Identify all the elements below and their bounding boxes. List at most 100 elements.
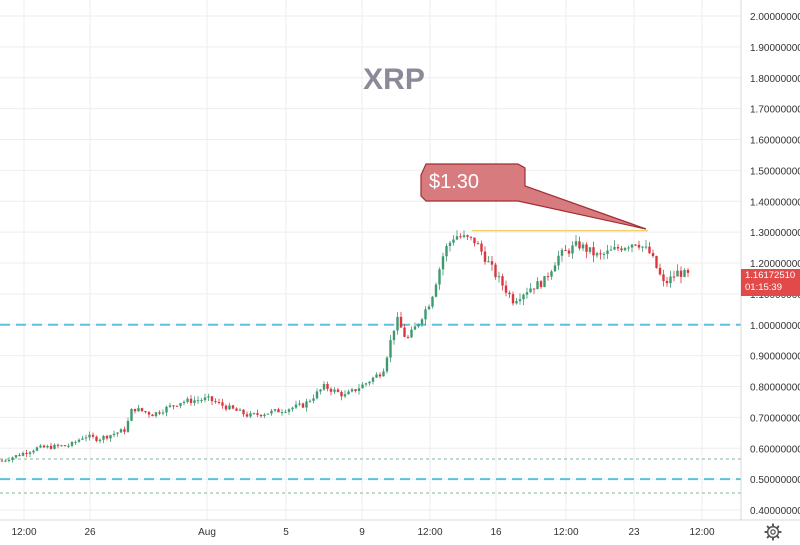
candle xyxy=(585,242,588,259)
candle xyxy=(434,282,438,298)
price-tick-label: 0.70000000 xyxy=(750,413,800,424)
candle xyxy=(557,250,560,271)
candle xyxy=(259,414,263,418)
candle xyxy=(368,380,371,386)
candle xyxy=(522,293,525,306)
candle xyxy=(567,248,571,258)
candle xyxy=(228,402,231,410)
time-tick-label: 9 xyxy=(359,527,365,538)
candle xyxy=(49,442,53,450)
candle xyxy=(91,432,95,439)
candle xyxy=(392,330,396,345)
candle xyxy=(480,240,483,256)
candle xyxy=(291,406,294,412)
candle xyxy=(56,443,60,449)
candle xyxy=(378,372,382,379)
candle xyxy=(256,409,259,418)
candle xyxy=(39,444,42,449)
candle xyxy=(637,240,641,250)
candle xyxy=(18,453,21,457)
candle xyxy=(518,293,522,305)
candle xyxy=(161,409,165,416)
price-axis[interactable]: 0.40000000 0.50000000 0.60000000 0.70000000… xyxy=(750,12,800,517)
candle xyxy=(130,408,133,422)
candle xyxy=(364,382,368,387)
candle xyxy=(466,234,469,241)
candle xyxy=(329,387,333,396)
candle xyxy=(140,407,144,413)
candle xyxy=(46,444,49,449)
candle xyxy=(676,264,679,277)
candle xyxy=(539,280,543,289)
candle xyxy=(389,335,392,363)
candle xyxy=(158,410,161,416)
candle xyxy=(305,398,308,412)
price-callout[interactable] xyxy=(420,163,647,230)
candle xyxy=(165,405,168,417)
candle xyxy=(564,245,567,251)
price-tick-label: 1.40000000 xyxy=(750,197,800,208)
candle xyxy=(172,405,175,410)
candle xyxy=(445,243,448,262)
candle xyxy=(231,404,235,410)
candle xyxy=(210,395,214,406)
time-tick-label: 12:00 xyxy=(553,527,578,538)
candle xyxy=(347,389,350,395)
candle xyxy=(441,252,445,276)
candle xyxy=(578,236,581,251)
candle xyxy=(67,443,70,449)
callout-label: $1.30 xyxy=(429,171,480,193)
candle xyxy=(35,446,39,452)
candle xyxy=(319,388,322,395)
candle xyxy=(245,411,249,418)
candle xyxy=(179,402,182,409)
candle xyxy=(550,269,553,280)
price-tick-label: 2.00000000 xyxy=(750,12,800,23)
time-axis[interactable]: 12:00 26 Aug 5 9 12:00 16 12:00 23 12:00 xyxy=(11,527,714,538)
candle xyxy=(249,410,252,419)
candle xyxy=(270,408,273,416)
candle xyxy=(98,438,102,444)
price-tick-label: 1.30000000 xyxy=(750,228,800,239)
candle xyxy=(634,244,637,247)
candle xyxy=(571,241,574,259)
candle xyxy=(336,387,340,393)
candle xyxy=(508,290,511,298)
candle xyxy=(606,244,609,260)
candle xyxy=(112,430,116,438)
candle xyxy=(235,407,238,411)
candle xyxy=(501,273,504,291)
candle xyxy=(81,435,84,441)
candle xyxy=(196,396,200,405)
candle xyxy=(504,280,508,297)
candle xyxy=(396,312,399,335)
candle xyxy=(151,413,154,417)
candle xyxy=(277,407,280,413)
time-tick-label: 26 xyxy=(84,527,96,538)
candle xyxy=(14,454,18,460)
candle xyxy=(669,270,672,288)
candle xyxy=(147,410,151,418)
candle xyxy=(60,444,63,447)
candle xyxy=(553,262,557,272)
candle xyxy=(662,269,665,287)
candle xyxy=(627,245,630,252)
gear-icon[interactable] xyxy=(764,523,782,541)
time-tick-label: 12:00 xyxy=(11,527,36,538)
candle xyxy=(214,398,217,404)
candle xyxy=(266,413,270,415)
candle xyxy=(11,456,14,463)
candle xyxy=(308,399,312,403)
candle xyxy=(382,368,385,377)
candle xyxy=(333,387,336,395)
candle xyxy=(175,405,179,407)
candle xyxy=(511,291,515,306)
candle xyxy=(651,249,655,258)
candle xyxy=(623,246,627,252)
candle xyxy=(473,237,476,247)
candle xyxy=(641,246,644,252)
candle xyxy=(438,267,441,290)
price-tick-label: 0.90000000 xyxy=(750,352,800,363)
